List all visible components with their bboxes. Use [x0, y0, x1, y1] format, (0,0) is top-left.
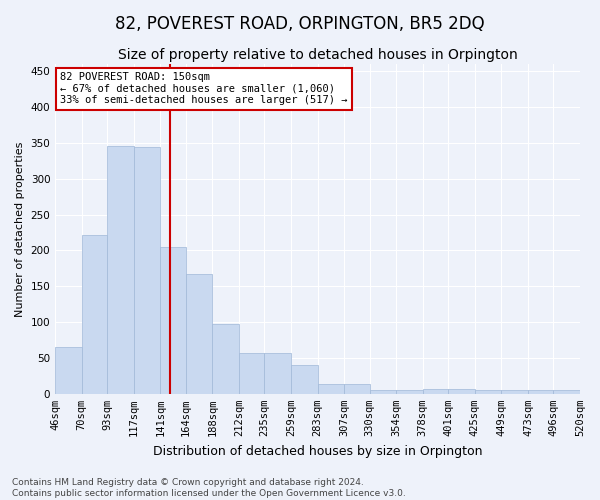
Bar — [134, 147, 160, 394]
Bar — [528, 390, 553, 394]
Bar — [107, 146, 134, 394]
Bar — [82, 234, 107, 394]
Bar — [160, 247, 186, 394]
Bar — [317, 384, 344, 394]
Bar — [265, 353, 291, 394]
Y-axis label: Number of detached properties: Number of detached properties — [15, 141, 25, 316]
Text: Contains HM Land Registry data © Crown copyright and database right 2024.
Contai: Contains HM Land Registry data © Crown c… — [12, 478, 406, 498]
Bar — [344, 384, 370, 394]
Bar — [370, 390, 396, 394]
Bar — [186, 274, 212, 394]
Bar — [239, 353, 265, 394]
Bar — [553, 390, 580, 394]
Bar — [475, 390, 502, 394]
Bar — [448, 389, 475, 394]
X-axis label: Distribution of detached houses by size in Orpington: Distribution of detached houses by size … — [153, 444, 482, 458]
Bar — [55, 347, 82, 394]
Text: 82, POVEREST ROAD, ORPINGTON, BR5 2DQ: 82, POVEREST ROAD, ORPINGTON, BR5 2DQ — [115, 15, 485, 33]
Bar — [212, 324, 239, 394]
Bar — [502, 390, 528, 394]
Bar — [423, 389, 448, 394]
Text: 82 POVEREST ROAD: 150sqm
← 67% of detached houses are smaller (1,060)
33% of sem: 82 POVEREST ROAD: 150sqm ← 67% of detach… — [61, 72, 348, 106]
Bar — [291, 365, 317, 394]
Title: Size of property relative to detached houses in Orpington: Size of property relative to detached ho… — [118, 48, 517, 62]
Bar — [396, 390, 423, 394]
